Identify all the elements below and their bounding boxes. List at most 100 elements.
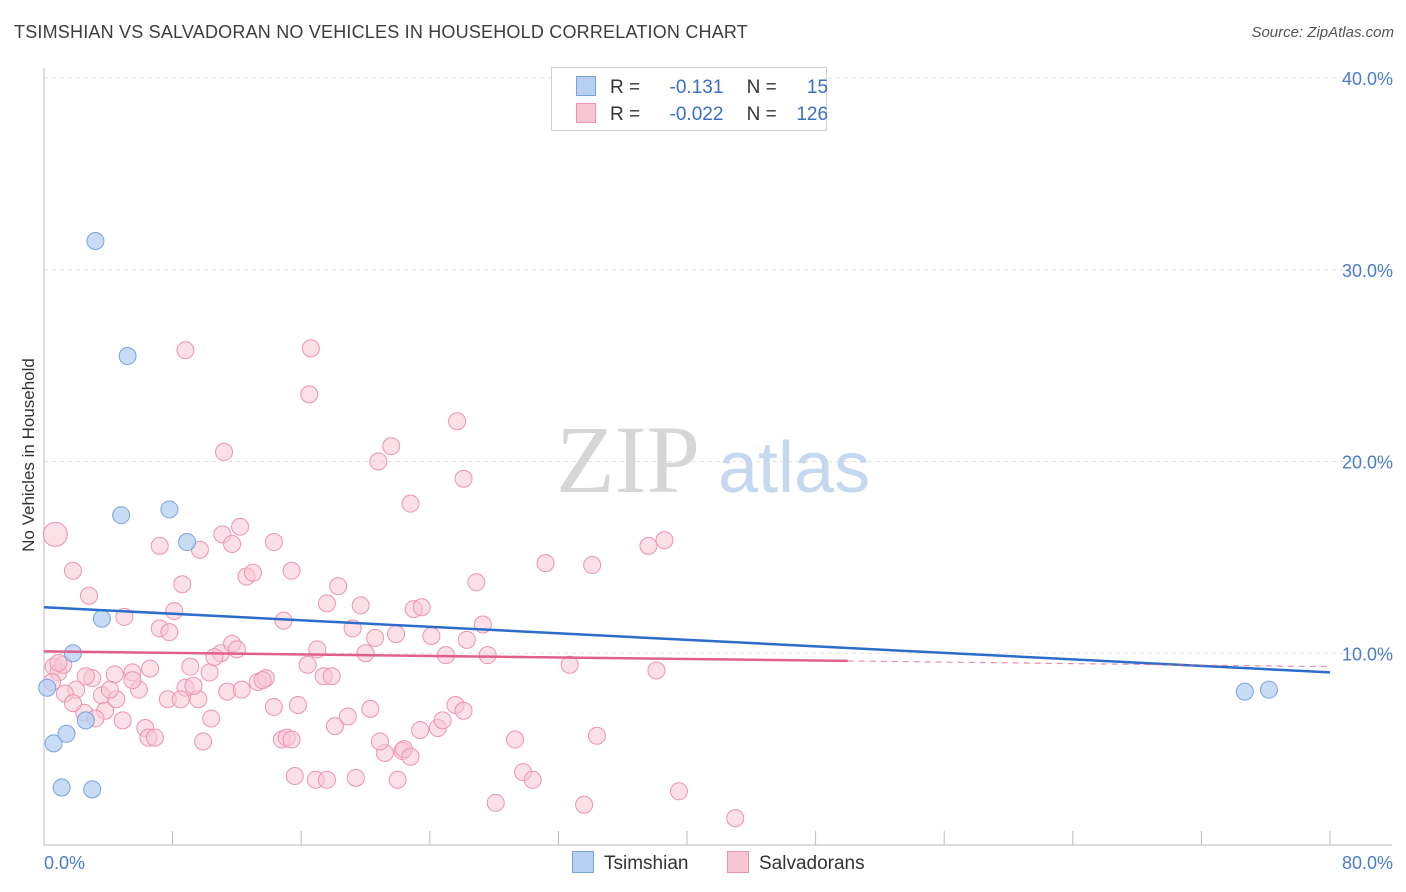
salvadoran-point [264, 697, 283, 716]
salvadoran-point [412, 598, 431, 617]
salvadoran-point [105, 665, 124, 684]
n-label: N = [746, 104, 777, 125]
salvadoran-point [160, 623, 179, 642]
salvadoran-point [288, 696, 307, 715]
y-tick-label: 20.0% [1342, 453, 1393, 473]
legend-row-salvadorans: R = -0.022 N = 126 [576, 103, 828, 129]
salvadoran-point [401, 747, 420, 766]
salvadoran-point [227, 640, 246, 659]
tsimshian-point [57, 724, 76, 743]
n-label: N = [746, 77, 777, 98]
legend-item-tsimshian: Tsimshian [572, 851, 688, 875]
tsimshian-point [1259, 680, 1278, 699]
salvadoran-point [523, 770, 542, 789]
salvadoran-point [560, 655, 579, 674]
salvadoran-point [669, 782, 688, 801]
salvadoran-point [433, 711, 452, 730]
salvadoran-point [587, 726, 606, 745]
salvadoran-point [141, 659, 160, 678]
salvadoran-point [205, 648, 224, 667]
salvadoran-point [63, 694, 82, 713]
salvadoran-point [301, 339, 320, 358]
salvadoran-point [317, 770, 336, 789]
tsimshian-point [86, 231, 105, 250]
tsimshian-point [44, 734, 63, 753]
tick-labels: 10.0% 20.0% 30.0% 40.0% 0.0% 80.0% [44, 69, 1393, 873]
salvadoran-point [356, 644, 375, 663]
salvadoran-point [726, 809, 745, 828]
salvadoran-point [200, 663, 219, 682]
salvadoran-point [145, 728, 164, 747]
n-value: 126 [796, 104, 829, 125]
salvadoran-point [382, 437, 401, 456]
r-value: -0.022 [669, 104, 724, 125]
salvadoran-point [411, 720, 430, 739]
salvadoran-point [253, 671, 272, 690]
salvadoran-point [76, 667, 95, 686]
salvadoran-point [454, 701, 473, 720]
tsimshian-trend-line [43, 605, 1331, 674]
salvadoran-point [369, 452, 388, 471]
salvadoran-point [329, 577, 348, 596]
salvadoran-point [298, 655, 317, 674]
salvadoran-point [223, 534, 242, 553]
tsimshian-point [38, 678, 57, 697]
trend-lines [43, 605, 1331, 674]
chart-title: TSIMSHIAN VS SALVADORAN NO VEHICLES IN H… [14, 22, 748, 42]
salvadoran-point [422, 626, 441, 645]
salvadoran-point [322, 667, 341, 686]
salvadoran-point [123, 671, 142, 690]
salvadoran-point [285, 766, 304, 785]
watermark-atlas: atlas [718, 428, 870, 508]
tsimshian-point [83, 780, 102, 799]
legend-label-tsimshian: Tsimshian [604, 853, 689, 874]
salvadoran-point [505, 730, 524, 749]
y-tick-label: 30.0% [1342, 261, 1393, 281]
salvadoran-point [184, 676, 203, 695]
tsimshian-point [76, 711, 95, 730]
salvadoran-point [655, 531, 674, 550]
salvadoran-point [243, 563, 262, 582]
source-credit: Source: ZipAtlas.com [1251, 24, 1394, 41]
salvadoran-point [325, 717, 344, 736]
salvadoran-point [173, 575, 192, 594]
n-value: 15 [806, 77, 829, 98]
tsimshian-swatch [572, 851, 594, 873]
y-tick-label: 10.0% [1342, 644, 1393, 664]
r-label: R = [610, 77, 641, 98]
x-tick-label: 0.0% [44, 853, 85, 873]
salvadoran-point [181, 657, 200, 676]
watermark-zip: ZIP [556, 406, 700, 513]
salvadoran-point [282, 730, 301, 749]
tsimshian-point [52, 778, 71, 797]
salvadoran-point [478, 646, 497, 665]
salvadoran-point [80, 586, 99, 605]
salvadoran-point [232, 680, 251, 699]
salvadoran-point [338, 707, 357, 726]
salvadoran-point [317, 594, 336, 613]
legend-row-tsimshian: R = -0.131 N = 15 [576, 76, 828, 102]
r-value: -0.131 [669, 77, 724, 98]
salvadoran-point [366, 628, 385, 647]
salvadoran-point [282, 561, 301, 580]
salvadoran-point [194, 732, 213, 751]
salvadoran-point [202, 709, 221, 728]
salvadoran-point [231, 517, 250, 536]
salvadoran-point [467, 573, 486, 592]
salvadoran-trend-extension [847, 660, 1331, 668]
legend-label-salvadorans: Salvadorans [759, 853, 865, 874]
y-axis-label: No Vehicles in Household [19, 358, 38, 552]
salvadoran-point [639, 536, 658, 555]
axes [43, 68, 1392, 846]
salvadoran-point [150, 536, 169, 555]
salvadoran-point [361, 699, 380, 718]
salvadoran-point [215, 442, 234, 461]
tsimshian-point [160, 500, 179, 519]
correlation-legend: R = -0.131 N = 15 R = -0.022 N = 126 [551, 67, 828, 131]
salvadoran-point [387, 625, 406, 644]
salvadoran-point [575, 795, 594, 814]
tsimshian-point [63, 644, 82, 663]
salvadoran-point [49, 653, 68, 672]
salvadoran-point [536, 554, 555, 573]
r-label: R = [610, 104, 641, 125]
